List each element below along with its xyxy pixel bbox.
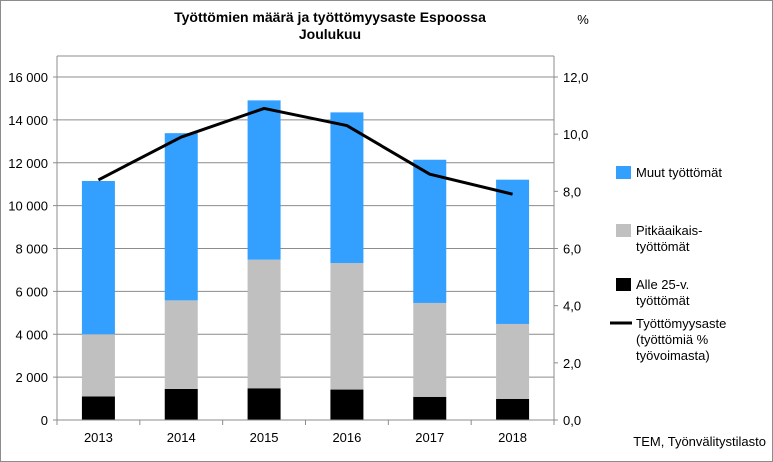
- bar-series: [81, 100, 530, 420]
- bar-segment: [413, 302, 447, 397]
- bar-segment: [247, 388, 281, 420]
- left-tick-label: 4 000: [15, 327, 48, 342]
- bar-segment: [330, 389, 364, 420]
- bar-segment: [330, 112, 364, 264]
- left-tick-label: 6 000: [15, 284, 48, 299]
- bar-segment: [413, 396, 447, 420]
- left-tick-label: 8 000: [15, 242, 48, 257]
- legend-label: työttömät: [636, 239, 690, 254]
- left-axis-tick-labels: 0 2 000 4 000 6 000 8 000 10 000 12 000 14 000 1…: [8, 70, 57, 428]
- bar-segment: [164, 300, 198, 389]
- right-tick-label: 8,0: [563, 184, 581, 199]
- bar-segment: [247, 100, 281, 260]
- chart-title-line-2: Joulukuu: [299, 26, 361, 42]
- right-axis-unit: %: [577, 12, 589, 27]
- right-tick-label: 0,0: [563, 413, 581, 428]
- bar-segment: [81, 396, 115, 420]
- line-series: [97, 106, 513, 196]
- right-tick-label: 4,0: [563, 299, 581, 314]
- legend-label: Alle 25-v.: [636, 277, 689, 292]
- left-tick-label: 12 000: [8, 156, 48, 171]
- gridlines: [57, 76, 554, 378]
- legend-swatch: [616, 224, 631, 237]
- right-tick-label: 12,0: [563, 70, 588, 85]
- legend-label: (työttömiä %: [636, 332, 709, 347]
- bar-segment: [496, 323, 530, 399]
- legend-label: Muut työttömät: [636, 165, 722, 180]
- left-tick-label: 2 000: [15, 370, 48, 385]
- left-tick-label: 14 000: [8, 113, 48, 128]
- x-axis-tick-labels: 2013 2014 2015 2016 2017 2018: [56, 420, 555, 445]
- bar-segment: [496, 179, 530, 324]
- unemployment-rate-line: [97, 106, 513, 196]
- left-tick-label: 0: [41, 413, 48, 428]
- source-note: TEM, Työnvälitystilasto: [633, 434, 766, 449]
- legend-swatch: [616, 166, 631, 179]
- legend-label: työttömät: [636, 293, 690, 308]
- x-tick-label: 2015: [250, 430, 279, 445]
- bar-segment: [247, 259, 281, 389]
- legend-label: työvoimasta): [636, 348, 710, 363]
- bar-segment: [81, 334, 115, 397]
- right-tick-label: 6,0: [563, 242, 581, 257]
- legend: Muut työttömätPitkäaikais-työttömätAlle …: [610, 165, 726, 363]
- left-tick-label: 10 000: [8, 199, 48, 214]
- x-tick-label: 2016: [332, 430, 361, 445]
- bar-segment: [330, 263, 364, 390]
- right-tick-label: 2,0: [563, 356, 581, 371]
- left-tick-label: 16 000: [8, 70, 48, 85]
- bar-segment: [81, 180, 115, 335]
- right-tick-label: 10,0: [563, 127, 588, 142]
- bar-segment: [164, 133, 198, 301]
- bar-segment: [496, 398, 530, 420]
- x-tick-label: 2018: [498, 430, 527, 445]
- legend-swatch: [616, 278, 631, 291]
- x-tick-label: 2017: [415, 430, 444, 445]
- bar-segment: [413, 159, 447, 303]
- right-axis-tick-labels: 0,0 2,0 4,0 6,0 8,0 10,0 12,0: [554, 70, 588, 428]
- legend-label: Työttömyysaste: [636, 316, 726, 331]
- bar-segment: [164, 388, 198, 420]
- x-tick-label: 2013: [84, 430, 113, 445]
- x-tick-label: 2014: [167, 430, 196, 445]
- legend-label: Pitkäaikais-: [636, 223, 702, 238]
- chart-title-line-1: Työttömien määrä ja työttömyysaste Espoo…: [174, 9, 486, 25]
- axes: [56, 55, 555, 421]
